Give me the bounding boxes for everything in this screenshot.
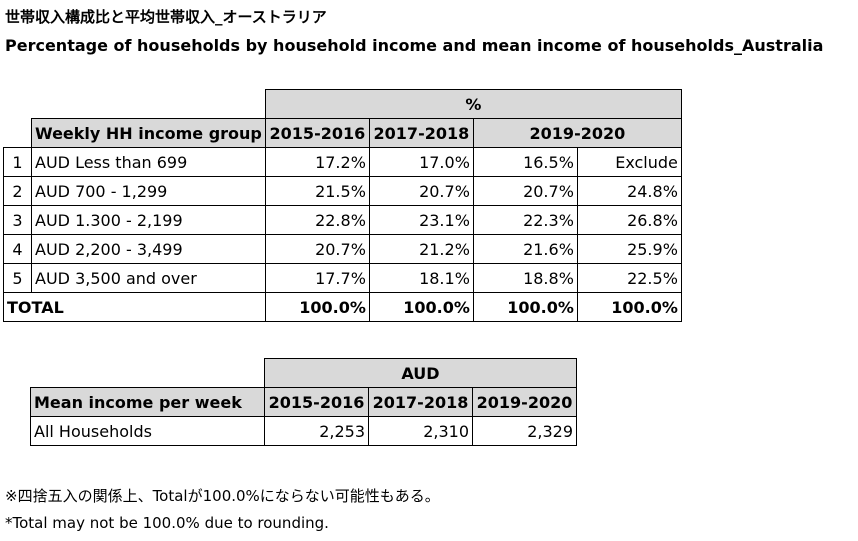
footnote-en: *Total may not be 100.0% due to rounding… (5, 514, 329, 532)
total-row: TOTAL 100.0% 100.0% 100.0% 100.0% (3, 292, 682, 322)
table-unit-header-row: % (4, 89, 682, 119)
table-row: 1 AUD Less than 699 17.2% 17.0% 16.5% Ex… (3, 147, 682, 177)
cell-2019-adjusted: 26.8% (576, 205, 682, 235)
row-label: All Households (30, 416, 265, 446)
cell-2019-adjusted: Exclude (576, 147, 682, 177)
row-label: AUD 700 - 1,299 (31, 176, 266, 206)
cell-2015: 20.7% (264, 234, 370, 264)
table-row: All Households 2,253 2,310 2,329 (30, 416, 577, 446)
total-2019: 100.0% (472, 292, 578, 322)
total-label: TOTAL (3, 292, 266, 322)
cell-2019-adjusted: 22.5% (576, 263, 682, 293)
table-row: 2 AUD 700 - 1,299 21.5% 20.7% 20.7% 24.8… (3, 176, 682, 206)
cell-2019-adjusted: 24.8% (576, 176, 682, 206)
unit-header: AUD (264, 358, 577, 388)
table-header-row: Mean income per week 2015-2016 2017-2018… (30, 387, 577, 417)
row-label: AUD 1.300 - 2,199 (31, 205, 266, 235)
total-2015: 100.0% (264, 292, 370, 322)
cell-2019: 2,329 (472, 416, 577, 446)
row-index: 1 (3, 147, 32, 177)
footnote-jp: ※四捨五入の関係上、Totalが100.0%にならない可能性もある。 (5, 487, 440, 505)
cell-2019: 20.7% (472, 176, 578, 206)
cell-2017: 21.2% (368, 234, 474, 264)
cell-2015: 17.7% (264, 263, 370, 293)
cell-2015: 17.2% (264, 147, 370, 177)
mean-income-header: Mean income per week (30, 387, 265, 417)
cell-2019: 18.8% (472, 263, 578, 293)
household-income-share-table: % Weekly HH income group 2015-2016 2017-… (3, 89, 682, 322)
row-index: 2 (3, 176, 32, 206)
year-header-2019: 2019-2020 (472, 118, 682, 148)
row-index: 4 (3, 234, 32, 264)
year-header-2015: 2015-2016 (264, 387, 369, 417)
cell-2015: 2,253 (264, 416, 369, 446)
cell-2015: 22.8% (264, 205, 370, 235)
year-header-2019: 2019-2020 (472, 387, 577, 417)
cell-2019-adjusted: 25.9% (576, 234, 682, 264)
table-row: 5 AUD 3,500 and over 17.7% 18.1% 18.8% 2… (3, 263, 682, 293)
row-index: 5 (3, 263, 32, 293)
row-label: AUD Less than 699 (31, 147, 266, 177)
page-title-jp: 世帯収入構成比と平均世帯収入_オーストラリア (5, 8, 327, 26)
cell-2019: 16.5% (472, 147, 578, 177)
cell-2019: 21.6% (472, 234, 578, 264)
table-row: 4 AUD 2,200 - 3,499 20.7% 21.2% 21.6% 25… (3, 234, 682, 264)
table-row: 3 AUD 1.300 - 2,199 22.8% 23.1% 22.3% 26… (3, 205, 682, 235)
total-2019-adjusted: 100.0% (576, 292, 682, 322)
table-header-row: Weekly HH income group 2015-2016 2017-20… (4, 118, 682, 148)
cell-2017: 20.7% (368, 176, 474, 206)
total-2017: 100.0% (368, 292, 474, 322)
page-title-en: Percentage of households by household in… (5, 36, 824, 55)
year-header-2017: 2017-2018 (368, 387, 473, 417)
cell-2019: 22.3% (472, 205, 578, 235)
cell-2015: 21.5% (264, 176, 370, 206)
income-group-header: Weekly HH income group (31, 118, 266, 148)
row-label: AUD 2,200 - 3,499 (31, 234, 266, 264)
unit-header: % (264, 89, 682, 119)
year-header-2015: 2015-2016 (264, 118, 370, 148)
mean-income-table: AUD Mean income per week 2015-2016 2017-… (30, 358, 577, 446)
cell-2017: 23.1% (368, 205, 474, 235)
table-unit-header-row: AUD (31, 358, 577, 388)
row-index: 3 (3, 205, 32, 235)
cell-2017: 18.1% (368, 263, 474, 293)
year-header-2017: 2017-2018 (368, 118, 474, 148)
cell-2017: 17.0% (368, 147, 474, 177)
cell-2017: 2,310 (368, 416, 473, 446)
row-label: AUD 3,500 and over (31, 263, 266, 293)
